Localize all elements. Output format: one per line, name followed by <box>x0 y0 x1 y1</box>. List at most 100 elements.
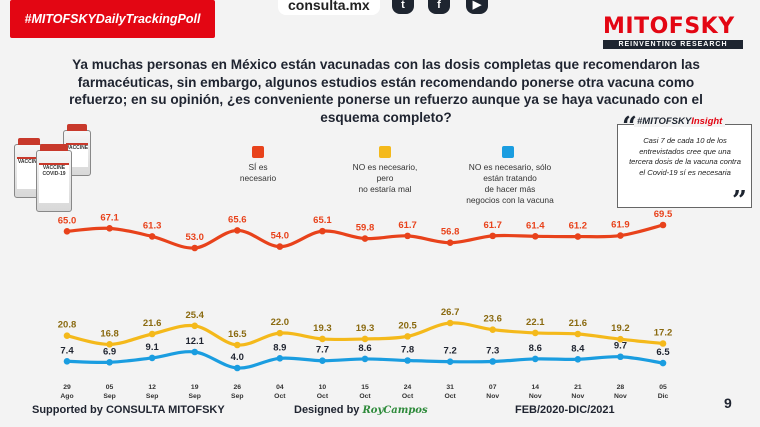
data-label: 69.5 <box>654 209 673 220</box>
x-tick-label: Nov <box>571 393 584 400</box>
data-label: 8.4 <box>571 343 585 354</box>
data-label: 61.4 <box>526 220 545 231</box>
data-label: 6.5 <box>656 347 670 358</box>
data-point <box>276 355 284 362</box>
x-tick-label: 05 <box>659 384 667 391</box>
data-label: 19.3 <box>356 323 375 334</box>
data-point <box>63 332 71 340</box>
x-tick-label: 04 <box>276 384 284 391</box>
x-tick-label: Sep <box>103 393 115 400</box>
data-label: 65.6 <box>228 214 247 225</box>
x-tick-label: Nov <box>486 393 499 400</box>
data-label: 7.7 <box>316 345 329 356</box>
data-label: 8.9 <box>273 342 286 353</box>
data-label: 65.0 <box>58 215 77 226</box>
data-point <box>531 329 539 337</box>
data-point <box>404 232 411 240</box>
insight-tag: #MITOFSKYInsight <box>634 116 726 127</box>
data-point <box>489 326 497 333</box>
x-tick-label: 19 <box>191 384 199 391</box>
data-label: 22.1 <box>526 317 545 328</box>
data-label: 54.0 <box>271 231 290 242</box>
facebook-icon[interactable]: f <box>428 0 450 14</box>
vial-label: VACCINE COVID-19 <box>39 163 69 203</box>
twitter-icon[interactable]: t <box>392 0 414 14</box>
period: FEB/2020-DIC/2021 <box>515 404 615 416</box>
data-point <box>489 358 497 365</box>
data-point <box>63 357 71 365</box>
data-point <box>148 330 156 338</box>
x-tick-label: Dic <box>658 393 669 400</box>
data-label: 21.6 <box>143 318 162 329</box>
data-label: 19.2 <box>611 323 630 334</box>
data-label: 9.1 <box>146 342 160 353</box>
data-point <box>106 225 113 232</box>
site-url[interactable]: consulta.mx <box>278 0 380 15</box>
youtube-icon[interactable]: ▶ <box>466 0 488 14</box>
close-quote-icon: ” <box>732 186 747 216</box>
data-label: 67.1 <box>100 212 119 223</box>
supported-by: Supported by CONSULTA MITOFSKY <box>32 404 225 416</box>
x-tick-label: 15 <box>361 384 369 391</box>
data-label: 7.4 <box>60 345 74 356</box>
data-label: 23.6 <box>483 314 502 325</box>
data-point <box>191 348 199 356</box>
data-point <box>574 233 582 240</box>
data-label: 9.7 <box>614 341 627 352</box>
data-point <box>233 364 241 372</box>
data-label: 20.5 <box>398 320 417 331</box>
x-tick-label: 26 <box>234 384 242 391</box>
x-tick-label: 31 <box>446 384 454 391</box>
data-point <box>63 227 71 235</box>
data-point <box>617 335 624 343</box>
data-label: 21.6 <box>569 318 588 329</box>
data-point <box>659 359 667 367</box>
designer-signature: RoyCampos <box>362 405 428 416</box>
data-point <box>276 329 284 337</box>
data-point <box>148 233 156 240</box>
x-tick-label: Sep <box>188 393 200 400</box>
x-tick-label: 24 <box>404 384 412 391</box>
data-point <box>148 354 156 362</box>
data-label: 6.9 <box>103 346 116 357</box>
data-point <box>489 232 497 240</box>
data-point <box>446 358 454 365</box>
x-tick-label: 07 <box>489 384 497 391</box>
data-point <box>106 358 113 366</box>
data-label: 26.7 <box>441 307 460 318</box>
logo-tagline: REINVENTING RESEARCH <box>603 40 743 49</box>
data-point <box>233 341 241 349</box>
data-label: 4.0 <box>231 352 244 363</box>
data-point <box>531 232 539 240</box>
mitofsky-logo: MITOFSKY REINVENTING RESEARCH <box>603 14 743 49</box>
data-point <box>617 353 624 361</box>
data-point <box>404 333 411 340</box>
data-point <box>531 355 539 363</box>
legend-label-si: SÍ es necesario <box>239 162 277 183</box>
logo-name: MITOFSKY <box>603 14 735 39</box>
x-tick-label: Nov <box>529 393 542 400</box>
legend-swatch-no-pero <box>379 146 391 158</box>
data-point <box>574 330 582 338</box>
legend-swatch-negocios <box>502 146 514 158</box>
chart-title: Ya muchas personas en México están vacun… <box>69 57 703 125</box>
data-label: 61.7 <box>483 220 502 231</box>
data-label: 19.3 <box>313 323 332 334</box>
x-tick-label: Ago <box>60 393 73 400</box>
data-label: 56.8 <box>441 227 460 238</box>
insight-tag-prefix: #MITOFSKY <box>637 116 692 127</box>
data-label: 25.4 <box>185 310 204 321</box>
data-label: 8.6 <box>529 343 542 354</box>
data-point <box>361 235 369 242</box>
data-point <box>404 357 411 364</box>
data-label: 7.2 <box>444 346 457 357</box>
x-tick-label: 14 <box>532 384 540 391</box>
designed-by-label: Designed by <box>294 404 360 416</box>
data-point <box>106 341 113 348</box>
x-tick-label: Nov <box>614 393 627 400</box>
x-tick-label: 28 <box>617 384 625 391</box>
data-point <box>446 319 454 327</box>
data-point <box>191 244 199 252</box>
legend-label-negocios: NO es necesario, sólo están tratando de … <box>466 162 554 205</box>
